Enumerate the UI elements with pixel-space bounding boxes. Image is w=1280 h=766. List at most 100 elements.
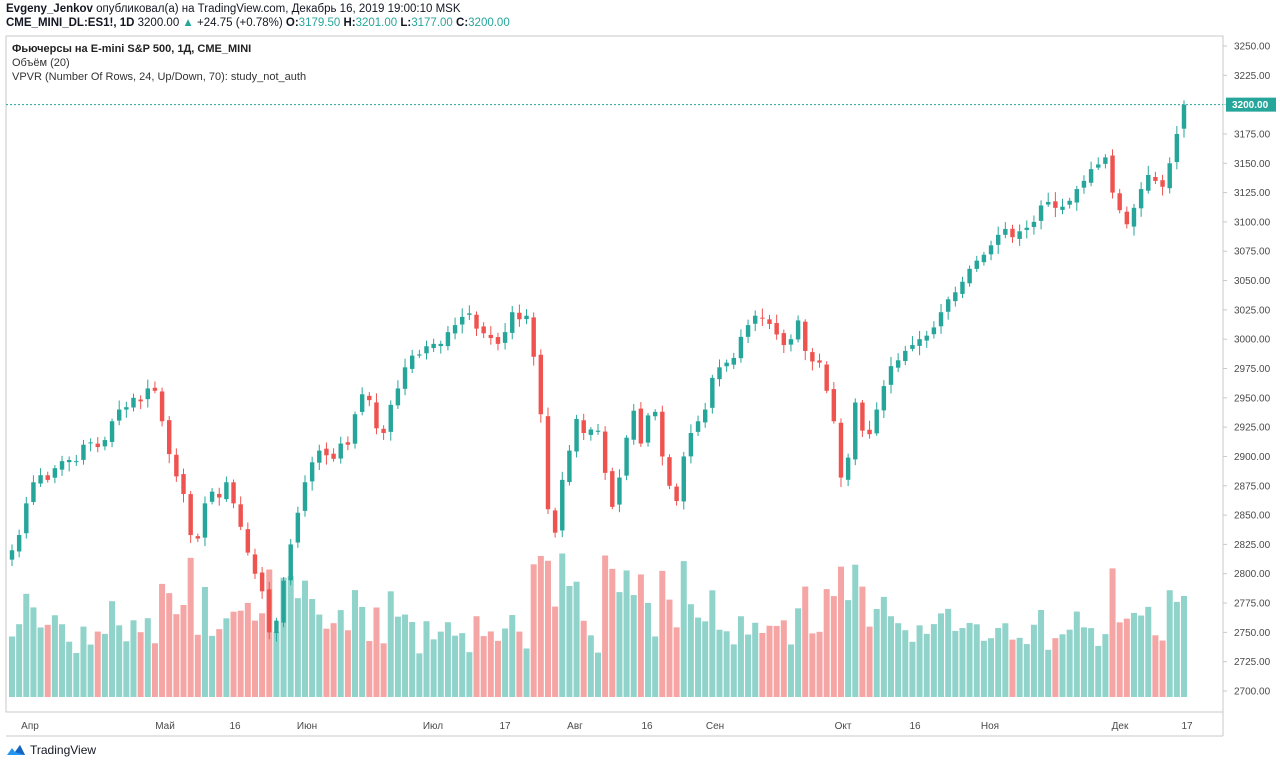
candle-body	[167, 420, 172, 455]
volume-bar	[459, 633, 466, 697]
candle-body	[895, 360, 901, 368]
candle-body	[445, 332, 451, 347]
y-tick-label: 3175.00	[1234, 129, 1271, 140]
candle-body	[1131, 207, 1137, 227]
volume-bar	[1166, 590, 1173, 697]
close-value: 3200.00	[468, 17, 510, 29]
volume-bar	[159, 583, 166, 697]
candle-body	[52, 468, 58, 478]
volume-bar	[309, 599, 316, 697]
candle-body	[195, 536, 201, 539]
last-price-box	[1226, 97, 1276, 112]
volume-bar	[752, 622, 759, 697]
candle-body	[81, 444, 86, 460]
volume-bar	[1002, 623, 1009, 697]
candle-body	[31, 482, 36, 503]
y-tick-label: 3025.00	[1234, 305, 1271, 316]
volume-bar	[237, 610, 244, 697]
candle-body	[424, 346, 429, 354]
volume-bar	[1152, 635, 1159, 697]
volume-bar	[387, 591, 394, 697]
candle-body	[1096, 164, 1101, 168]
volume-bar	[795, 608, 802, 697]
volume-bar	[216, 629, 223, 697]
candle-body	[903, 350, 908, 362]
x-tick-label: 16	[641, 721, 653, 732]
candle-body	[624, 437, 629, 476]
candle-body	[202, 503, 208, 538]
candle-body	[910, 345, 915, 349]
candle-body	[688, 433, 694, 457]
candle-body	[695, 421, 701, 432]
volume-layer	[8, 553, 1188, 697]
volume-bar	[887, 616, 895, 697]
y-tick-label: 2750.00	[1234, 628, 1271, 639]
y-tick-label: 3225.00	[1234, 71, 1271, 82]
candle-body	[652, 411, 658, 417]
candle-body	[1124, 211, 1130, 225]
candle-body	[9, 550, 15, 560]
candle-body	[1153, 177, 1158, 181]
candle-body	[267, 589, 272, 633]
volume-bar	[416, 653, 423, 697]
h-label: H:	[343, 17, 356, 29]
candle-body	[38, 475, 43, 484]
volume-bar	[123, 641, 130, 697]
volume-bar	[952, 630, 959, 697]
candle-body	[181, 474, 186, 494]
volume-bar	[938, 613, 945, 697]
c-label: C:	[456, 17, 469, 29]
candle-body	[374, 402, 379, 429]
candle-body	[767, 319, 772, 324]
legend-title[interactable]: Фьючерсы на E-mini S&P 500, 1Д, CME_MINI	[12, 43, 252, 55]
legend-volume[interactable]: Объём (20)	[12, 57, 70, 69]
volume-bar	[294, 598, 301, 697]
legend-vpvr[interactable]: VPVR (Number Of Rows, 24, Up/Down, 70): …	[12, 71, 307, 83]
volume-bar	[480, 636, 487, 697]
candle-body	[174, 454, 179, 477]
author-name[interactable]: Evgeny_Jenkov	[6, 3, 93, 15]
volume-bar	[180, 604, 187, 697]
volume-bar	[602, 555, 609, 697]
candle-body	[888, 366, 894, 385]
volume-bar	[280, 577, 287, 697]
volume-bar	[201, 586, 208, 697]
candle-body	[974, 260, 979, 269]
candle-body	[259, 572, 265, 592]
x-tick-label: 17	[499, 721, 511, 732]
candle-body	[1067, 200, 1072, 205]
candle-body	[245, 529, 251, 553]
volume-bar	[1159, 640, 1166, 697]
footer-brand[interactable]: TradingView	[6, 743, 96, 757]
volume-bar	[916, 625, 923, 697]
candle-body	[152, 387, 158, 391]
volume-bar	[130, 620, 137, 697]
volume-bar	[988, 638, 995, 697]
volume-bar	[837, 566, 844, 697]
candle-body	[109, 421, 115, 442]
candle-body	[1074, 189, 1080, 203]
candle-body	[924, 335, 929, 341]
candle-body	[531, 317, 536, 357]
volume-bar	[1059, 634, 1066, 697]
candle-body	[824, 364, 829, 391]
volume-bar	[766, 625, 773, 697]
volume-bar	[652, 636, 659, 697]
volume-bar	[101, 633, 108, 697]
candle-body	[395, 388, 401, 406]
candle-body	[702, 409, 708, 423]
volume-bar	[859, 586, 866, 697]
o-label: O:	[285, 17, 299, 29]
candle-body	[517, 312, 522, 320]
volume-bar	[187, 557, 194, 697]
candle-body	[817, 360, 822, 363]
volume-bar	[80, 626, 87, 697]
candle-body	[252, 554, 258, 574]
volume-bar	[537, 555, 544, 697]
y-tick-label: 3075.00	[1234, 247, 1271, 258]
candle-body	[338, 443, 343, 459]
volume-bar	[1123, 618, 1130, 697]
volume-bar	[409, 621, 416, 697]
candle-body	[552, 510, 558, 533]
